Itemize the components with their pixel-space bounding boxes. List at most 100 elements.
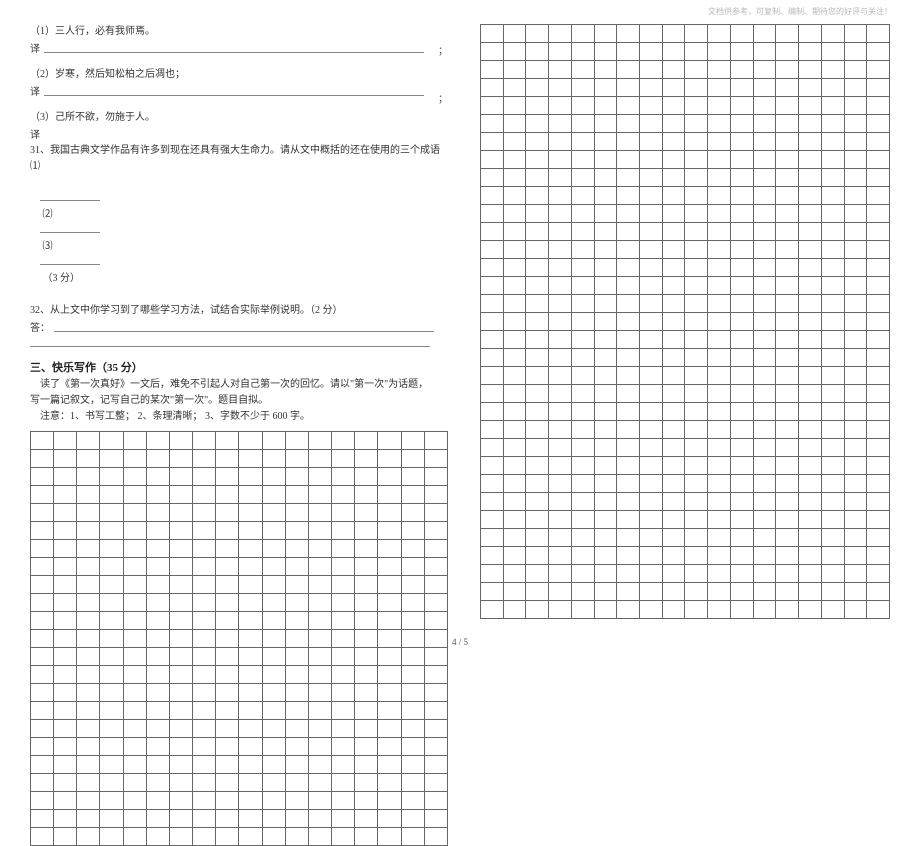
grid-cell xyxy=(100,540,123,558)
grid-cell xyxy=(355,576,378,594)
grid-cell xyxy=(799,25,822,43)
grid-cell xyxy=(285,540,308,558)
essay-prompt-2: 写一篇记叙文，记写自己的某次"第一次"。题目自拟。 xyxy=(30,393,448,409)
grid-cell xyxy=(526,511,549,529)
grid-cell xyxy=(146,522,169,540)
grid-cell xyxy=(753,403,776,421)
grid-cell xyxy=(799,277,822,295)
grid-cell xyxy=(285,648,308,666)
grid-cell xyxy=(31,558,54,576)
grid-cell xyxy=(481,97,504,115)
grid-cell xyxy=(799,259,822,277)
grid-cell xyxy=(549,187,572,205)
grid-cell xyxy=(730,457,753,475)
grid-cell xyxy=(571,223,594,241)
grid-cell xyxy=(193,810,216,828)
grid-cell xyxy=(776,25,799,43)
grid-cell xyxy=(549,43,572,61)
grid-cell xyxy=(776,115,799,133)
grid-cell xyxy=(776,331,799,349)
grid-cell xyxy=(100,774,123,792)
grid-cell xyxy=(239,594,262,612)
grid-cell xyxy=(640,529,663,547)
grid-cell xyxy=(146,828,169,846)
grid-cell xyxy=(708,565,731,583)
grid-cell xyxy=(308,792,331,810)
grid-cell xyxy=(31,450,54,468)
grid-cell xyxy=(662,61,685,79)
grid-cell xyxy=(481,205,504,223)
grid-cell xyxy=(776,439,799,457)
grid-cell xyxy=(799,421,822,439)
grid-row xyxy=(31,504,448,522)
grid-cell xyxy=(285,792,308,810)
grid-cell xyxy=(753,259,776,277)
grid-cell xyxy=(571,187,594,205)
grid-cell xyxy=(844,367,867,385)
grid-cell xyxy=(685,79,708,97)
grid-cell xyxy=(867,187,890,205)
grid-cell xyxy=(193,576,216,594)
grid-row xyxy=(481,421,890,439)
grid-cell xyxy=(594,133,617,151)
grid-cell xyxy=(424,468,447,486)
grid-cell xyxy=(503,547,526,565)
grid-row xyxy=(481,439,890,457)
grid-cell xyxy=(146,684,169,702)
grid-cell xyxy=(31,792,54,810)
grid-cell xyxy=(308,576,331,594)
grid-cell xyxy=(332,810,355,828)
grid-cell xyxy=(308,810,331,828)
grid-cell xyxy=(169,702,192,720)
grid-cell xyxy=(378,558,401,576)
grid-row xyxy=(481,457,890,475)
grid-cell xyxy=(867,493,890,511)
grid-cell xyxy=(730,403,753,421)
grid-cell xyxy=(146,540,169,558)
grid-cell xyxy=(169,504,192,522)
grid-cell xyxy=(617,223,640,241)
grid-cell xyxy=(355,432,378,450)
grid-cell xyxy=(708,61,731,79)
grid-cell xyxy=(776,295,799,313)
grid-cell xyxy=(355,810,378,828)
grid-cell xyxy=(821,259,844,277)
grid-cell xyxy=(662,169,685,187)
grid-cell xyxy=(355,756,378,774)
grid-cell xyxy=(332,684,355,702)
grid-cell xyxy=(708,241,731,259)
grid-cell xyxy=(332,450,355,468)
grid-cell xyxy=(285,522,308,540)
grid-row xyxy=(31,450,448,468)
grid-cell xyxy=(526,151,549,169)
grid-cell xyxy=(332,540,355,558)
grid-cell xyxy=(571,205,594,223)
grid-cell xyxy=(685,403,708,421)
colon-icon: ； xyxy=(438,90,448,105)
grid-cell xyxy=(821,565,844,583)
grid-cell xyxy=(730,583,753,601)
grid-cell xyxy=(481,79,504,97)
grid-row xyxy=(31,774,448,792)
grid-cell xyxy=(123,432,146,450)
grid-cell xyxy=(285,612,308,630)
grid-cell xyxy=(123,828,146,846)
grid-cell xyxy=(100,738,123,756)
grid-cell xyxy=(31,828,54,846)
grid-cell xyxy=(685,511,708,529)
grid-cell xyxy=(169,756,192,774)
grid-cell xyxy=(662,403,685,421)
grid-cell xyxy=(355,792,378,810)
grid-cell xyxy=(526,313,549,331)
grid-cell xyxy=(503,79,526,97)
grid-cell xyxy=(730,493,753,511)
grid-cell xyxy=(821,223,844,241)
grid-cell xyxy=(193,594,216,612)
grid-cell xyxy=(844,583,867,601)
grid-cell xyxy=(262,702,285,720)
grid-cell xyxy=(685,313,708,331)
grid-cell xyxy=(503,529,526,547)
grid-cell xyxy=(193,774,216,792)
grid-cell xyxy=(753,205,776,223)
grid-cell xyxy=(617,43,640,61)
